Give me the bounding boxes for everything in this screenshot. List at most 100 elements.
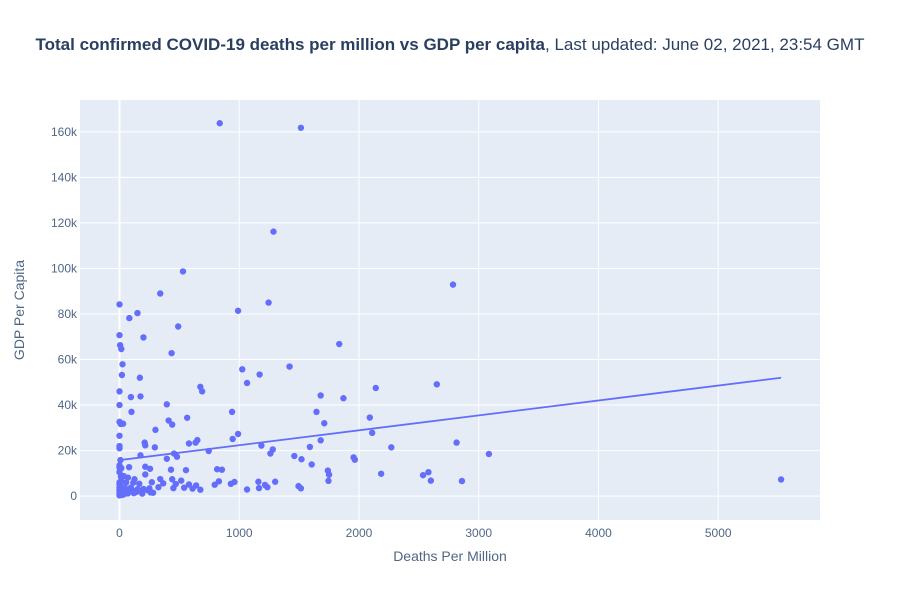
data-point <box>137 452 144 459</box>
data-point <box>211 481 218 488</box>
data-point <box>313 408 320 416</box>
chart-title-updated: , Last updated: June 02, 2021, 23:54 GMT <box>545 35 864 54</box>
data-point <box>152 426 159 434</box>
data-point <box>297 124 305 131</box>
chart-title-main: Total confirmed COVID-19 deaths per mill… <box>36 35 546 54</box>
data-point <box>228 408 236 416</box>
trendline-layer <box>119 376 782 462</box>
y-tick-label: 100k <box>51 261 78 275</box>
data-point <box>351 456 359 463</box>
y-tick-label: 20k <box>58 444 78 458</box>
data-point <box>258 442 265 449</box>
data-point <box>291 452 298 460</box>
data-point <box>118 345 125 353</box>
data-point <box>119 361 126 368</box>
data-point <box>148 479 156 486</box>
data-point <box>255 484 263 492</box>
data-point <box>227 480 235 488</box>
data-point <box>163 401 171 408</box>
data-point <box>173 453 181 460</box>
data-point <box>144 486 151 494</box>
data-point <box>243 486 251 493</box>
data-point <box>116 462 123 469</box>
data-point <box>142 471 149 478</box>
data-point <box>218 466 226 473</box>
data-point <box>136 480 143 488</box>
data-point <box>458 477 466 485</box>
data-point <box>119 420 127 427</box>
data-point <box>116 388 123 395</box>
x-tick-label: 1000 <box>226 526 253 540</box>
trendline <box>119 376 782 462</box>
data-point <box>192 439 199 446</box>
data-point <box>160 480 167 487</box>
data-point <box>325 471 333 478</box>
data-point <box>255 478 262 485</box>
y-tick-label: 60k <box>58 353 78 367</box>
data-point <box>180 484 188 491</box>
data-point <box>425 468 432 476</box>
data-point <box>117 473 125 480</box>
data-point <box>116 432 123 439</box>
y-tick-label: 120k <box>51 216 78 230</box>
data-point <box>213 466 221 473</box>
data-point <box>142 463 149 470</box>
data-point <box>146 465 154 472</box>
data-point <box>116 331 123 339</box>
data-point <box>182 466 190 474</box>
data-point <box>270 228 277 235</box>
data-point <box>308 461 315 468</box>
data-point <box>271 478 279 485</box>
data-point <box>264 484 271 491</box>
x-axis-ticks: 0 1000 2000 3000 4000 5000 <box>116 526 732 540</box>
data-point <box>267 450 274 457</box>
data-point <box>243 379 251 387</box>
data-point <box>286 363 293 370</box>
data-point <box>116 445 123 452</box>
y-tick-label: 160k <box>51 125 78 139</box>
data-point <box>321 420 328 427</box>
data-point <box>433 381 441 388</box>
data-point <box>140 334 147 341</box>
data-point <box>229 435 236 443</box>
data-point <box>117 456 124 464</box>
data-point <box>136 374 144 381</box>
data-point <box>169 476 176 483</box>
data-point <box>306 443 314 451</box>
data-point <box>297 485 305 492</box>
data-point <box>239 366 246 373</box>
y-tick-label: 40k <box>58 398 78 412</box>
data-point <box>130 489 138 497</box>
data-point <box>197 486 204 493</box>
data-point <box>142 442 149 449</box>
data-point <box>163 455 171 462</box>
x-tick-label: 4000 <box>585 526 612 540</box>
data-point <box>256 371 263 378</box>
data-point <box>368 429 376 437</box>
data-point <box>234 430 242 438</box>
data-point <box>174 323 182 330</box>
y-tick-label: 80k <box>58 307 78 321</box>
x-tick-label: 5000 <box>705 526 732 540</box>
data-point <box>149 489 157 496</box>
data-point <box>127 393 135 401</box>
y-axis-ticks: 0 20k 40k 60k 80k 100k 120k 140k 160k <box>51 125 78 503</box>
data-point <box>139 490 146 497</box>
data-point <box>124 474 132 481</box>
data-point <box>137 393 144 400</box>
data-point <box>116 481 123 488</box>
data-point <box>198 388 206 395</box>
data-point <box>122 479 130 486</box>
data-point <box>183 414 191 421</box>
data-point <box>185 440 193 447</box>
data-point <box>449 281 457 288</box>
data-point <box>366 414 373 421</box>
data-point <box>169 421 176 428</box>
data-point <box>317 437 324 444</box>
x-tick-label: 0 <box>116 526 123 540</box>
data-point <box>151 444 159 451</box>
data-point <box>340 395 347 402</box>
data-point <box>157 290 164 297</box>
x-tick-label: 2000 <box>346 526 373 540</box>
y-tick-label: 0 <box>70 489 77 503</box>
